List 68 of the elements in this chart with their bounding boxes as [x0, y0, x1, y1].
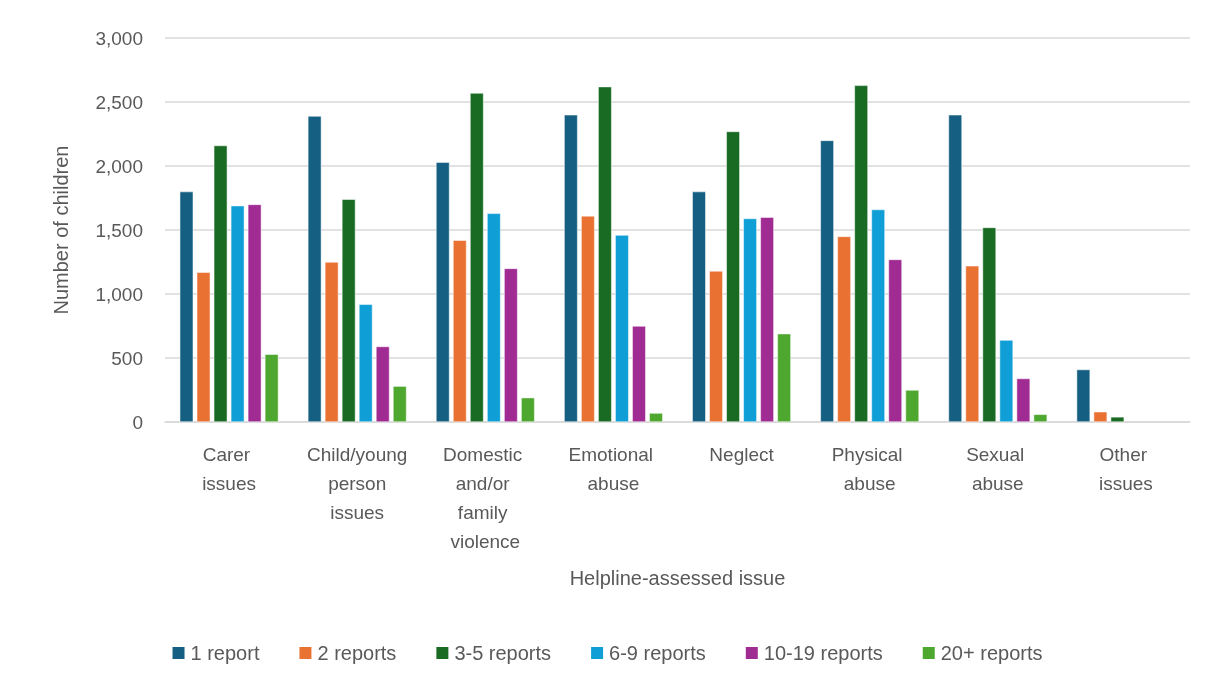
bar — [726, 131, 740, 422]
bar — [487, 213, 501, 422]
bar — [1076, 369, 1091, 422]
bar — [948, 114, 962, 422]
bar — [743, 218, 757, 422]
bar — [196, 272, 211, 422]
legend-label: 10-19 reports — [763, 642, 883, 664]
x-tick-label: Other issues — [1099, 444, 1153, 494]
bar — [307, 116, 322, 422]
x-tick-label: Domestic and/or family violence — [443, 444, 528, 552]
bar — [615, 235, 629, 422]
bar — [504, 268, 518, 422]
legend-label: 6-9 reports — [609, 642, 706, 664]
bar — [709, 270, 723, 422]
bar — [649, 413, 663, 422]
y-axis-title: Number of children — [50, 145, 72, 315]
y-tick-label: 500 — [111, 347, 143, 369]
y-tick-label: 1,000 — [95, 283, 143, 305]
bar — [854, 85, 868, 422]
y-tick-label: 0 — [132, 411, 143, 433]
x-tick-label: Physical abuse — [831, 444, 908, 494]
y-tick-label: 3,000 — [95, 27, 143, 49]
bar — [393, 386, 407, 422]
bar — [581, 215, 595, 422]
x-tick-label: Carer issues — [202, 444, 256, 494]
x-tick-label: Child/young person issues — [307, 444, 408, 523]
bar — [564, 114, 578, 422]
x-axis-title: Helpline-assessed issue — [569, 567, 786, 589]
bar — [1016, 378, 1031, 422]
bar — [453, 240, 467, 422]
bar — [1093, 411, 1108, 422]
bar — [521, 397, 535, 422]
bar — [470, 93, 484, 422]
bar — [179, 191, 194, 422]
bar — [264, 354, 279, 422]
bar — [324, 262, 339, 422]
bar — [632, 326, 646, 422]
legend-label: 2 reports — [317, 642, 397, 664]
bar — [230, 205, 245, 422]
bar — [692, 191, 706, 422]
bar — [965, 265, 980, 422]
bar — [1110, 416, 1125, 422]
bar — [375, 346, 390, 422]
bar — [982, 227, 997, 422]
bar — [1033, 414, 1048, 422]
bar — [871, 209, 885, 422]
y-tick-label: 2,000 — [95, 155, 143, 177]
bar — [341, 199, 356, 422]
legend-label: 3-5 reports — [454, 642, 552, 664]
bar — [247, 204, 262, 422]
x-tick-label: Sexual abuse — [966, 444, 1030, 494]
bar — [760, 217, 774, 422]
legend-label: 1 report — [190, 642, 260, 664]
x-tick-label: Neglect — [709, 444, 775, 465]
bar — [999, 340, 1014, 422]
bar — [598, 86, 612, 422]
bar — [213, 145, 228, 422]
bar — [888, 259, 902, 422]
bar — [837, 236, 851, 422]
legend-label: 20+ reports — [940, 642, 1043, 664]
bar — [435, 162, 450, 422]
bar — [358, 304, 373, 422]
bar — [777, 333, 791, 422]
y-tick-label: 2,500 — [95, 91, 143, 113]
bar — [905, 390, 920, 422]
bar — [820, 140, 834, 422]
x-tick-label: Emotional abuse — [568, 444, 659, 494]
y-tick-label: 1,500 — [95, 219, 143, 241]
